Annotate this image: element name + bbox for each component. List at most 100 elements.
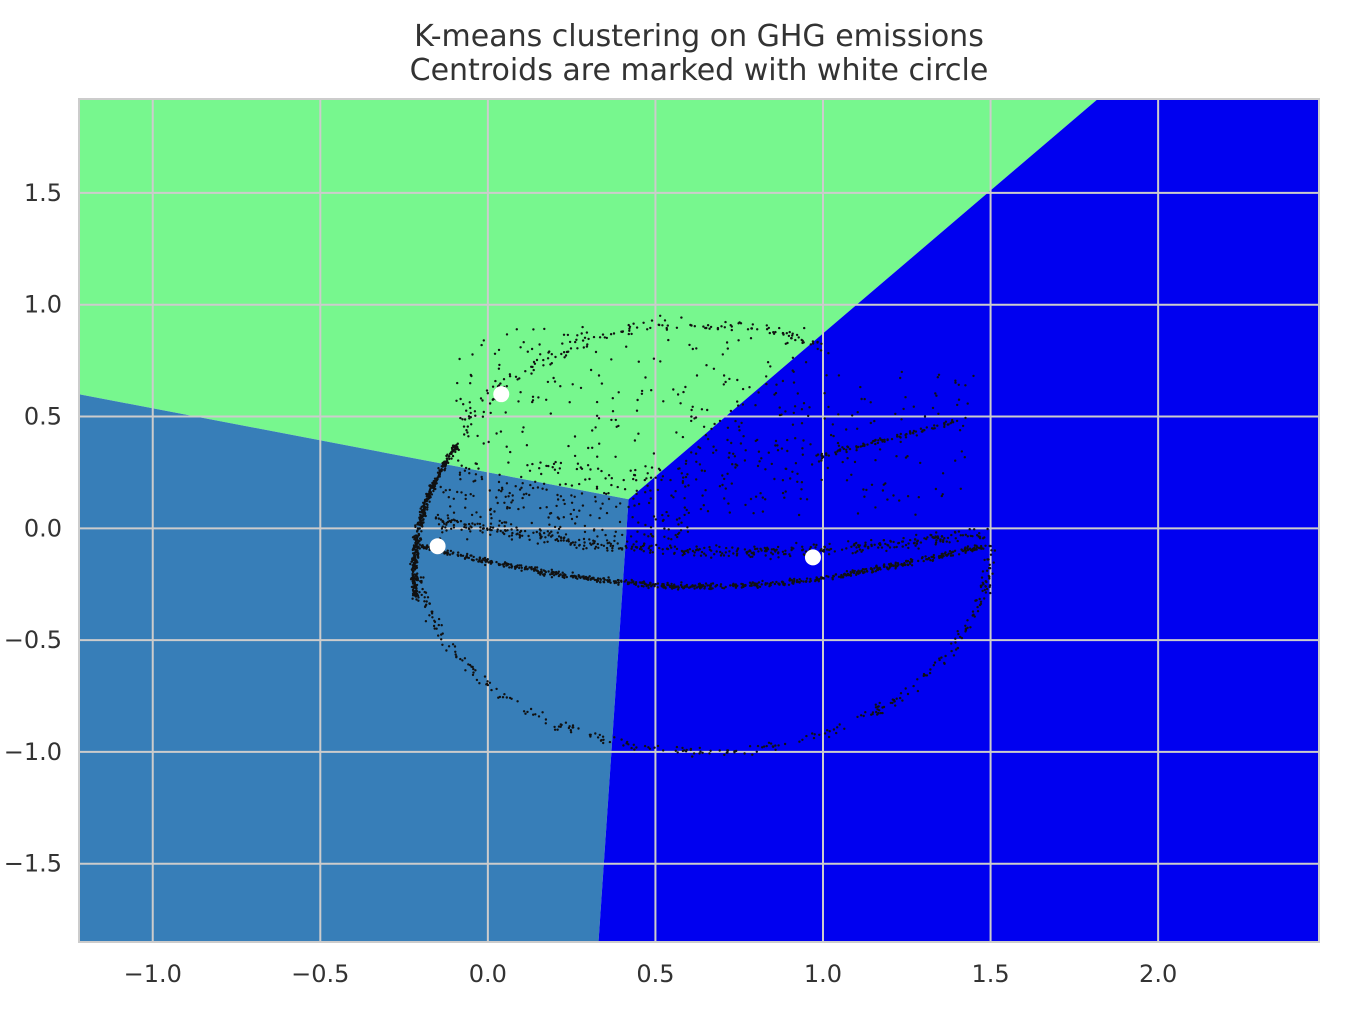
data-point xyxy=(715,550,718,553)
data-point xyxy=(637,360,640,363)
data-point xyxy=(723,326,726,329)
data-point xyxy=(678,517,681,520)
y-axis-ticks: −1.5−1.0−0.50.00.51.01.5 xyxy=(4,179,62,878)
data-point xyxy=(800,408,804,411)
data-point xyxy=(609,333,613,336)
data-point xyxy=(791,356,795,359)
data-point xyxy=(723,753,726,757)
data-point xyxy=(730,441,733,445)
data-point xyxy=(510,501,513,504)
data-point xyxy=(968,528,971,531)
data-point xyxy=(710,582,713,585)
data-point xyxy=(896,562,900,565)
data-point xyxy=(426,508,429,511)
data-point xyxy=(943,423,946,427)
data-point xyxy=(497,348,501,352)
data-point xyxy=(848,447,852,451)
data-point xyxy=(805,577,809,580)
data-point xyxy=(693,554,696,557)
data-point xyxy=(674,749,677,752)
data-point xyxy=(883,440,886,443)
data-point xyxy=(845,570,849,573)
data-point xyxy=(850,473,853,476)
data-point xyxy=(764,468,767,471)
data-point xyxy=(940,535,944,538)
chart-title: K-means clustering on GHG emissions xyxy=(414,19,984,54)
data-point xyxy=(909,562,912,565)
data-point xyxy=(724,320,727,324)
data-point xyxy=(459,397,462,401)
data-point xyxy=(635,540,638,543)
data-point xyxy=(594,500,597,503)
data-point xyxy=(547,464,550,468)
data-point xyxy=(622,478,625,482)
data-point xyxy=(815,578,818,582)
data-point xyxy=(518,531,522,534)
data-point xyxy=(518,536,521,539)
data-point xyxy=(875,710,878,714)
data-point xyxy=(466,425,469,428)
data-point xyxy=(415,537,418,541)
data-point xyxy=(895,455,898,458)
data-point xyxy=(733,455,737,458)
data-point xyxy=(599,577,602,580)
data-point xyxy=(660,478,663,482)
centroid-marker-1 xyxy=(493,386,510,403)
data-point xyxy=(422,511,425,514)
data-point xyxy=(418,547,421,550)
data-point xyxy=(765,744,768,748)
data-point xyxy=(698,746,701,750)
data-point xyxy=(462,403,465,406)
data-point xyxy=(418,539,421,543)
data-point xyxy=(791,369,794,372)
data-point xyxy=(537,715,541,718)
data-point xyxy=(722,554,726,557)
y-tick-label: −0.5 xyxy=(4,626,62,654)
data-point xyxy=(632,497,635,500)
data-point xyxy=(691,405,694,408)
data-point xyxy=(864,541,867,544)
data-point xyxy=(531,400,534,404)
data-point xyxy=(736,378,739,382)
data-point xyxy=(695,347,698,350)
data-point xyxy=(452,511,456,514)
data-point xyxy=(557,527,561,531)
data-point xyxy=(771,553,774,556)
data-point xyxy=(514,485,517,488)
data-point xyxy=(744,584,747,587)
data-point xyxy=(511,499,514,502)
data-point xyxy=(505,482,509,485)
data-point xyxy=(892,494,895,497)
data-point xyxy=(749,555,752,559)
data-point xyxy=(752,551,755,554)
data-point xyxy=(703,587,706,590)
data-point xyxy=(460,528,463,531)
data-point xyxy=(444,526,447,529)
data-point xyxy=(919,461,922,465)
data-point xyxy=(759,547,762,550)
data-point xyxy=(950,642,953,645)
data-point xyxy=(677,523,680,526)
data-point xyxy=(426,546,429,549)
data-point xyxy=(983,558,986,562)
data-point xyxy=(561,574,564,577)
data-point xyxy=(877,439,880,442)
data-point xyxy=(766,361,770,364)
data-point xyxy=(530,372,533,375)
data-point xyxy=(972,374,975,378)
data-point xyxy=(676,588,680,591)
data-point xyxy=(984,585,987,588)
data-point xyxy=(939,538,942,541)
data-point xyxy=(616,542,619,545)
data-point xyxy=(500,521,504,525)
data-point xyxy=(927,557,931,560)
data-point xyxy=(756,328,759,331)
data-point xyxy=(438,475,441,478)
data-point xyxy=(489,526,492,529)
data-point xyxy=(888,546,892,549)
data-point xyxy=(984,591,988,594)
data-point xyxy=(843,727,846,730)
data-point xyxy=(411,536,415,539)
y-tick-label: 1.0 xyxy=(24,291,62,319)
data-point xyxy=(597,417,601,420)
